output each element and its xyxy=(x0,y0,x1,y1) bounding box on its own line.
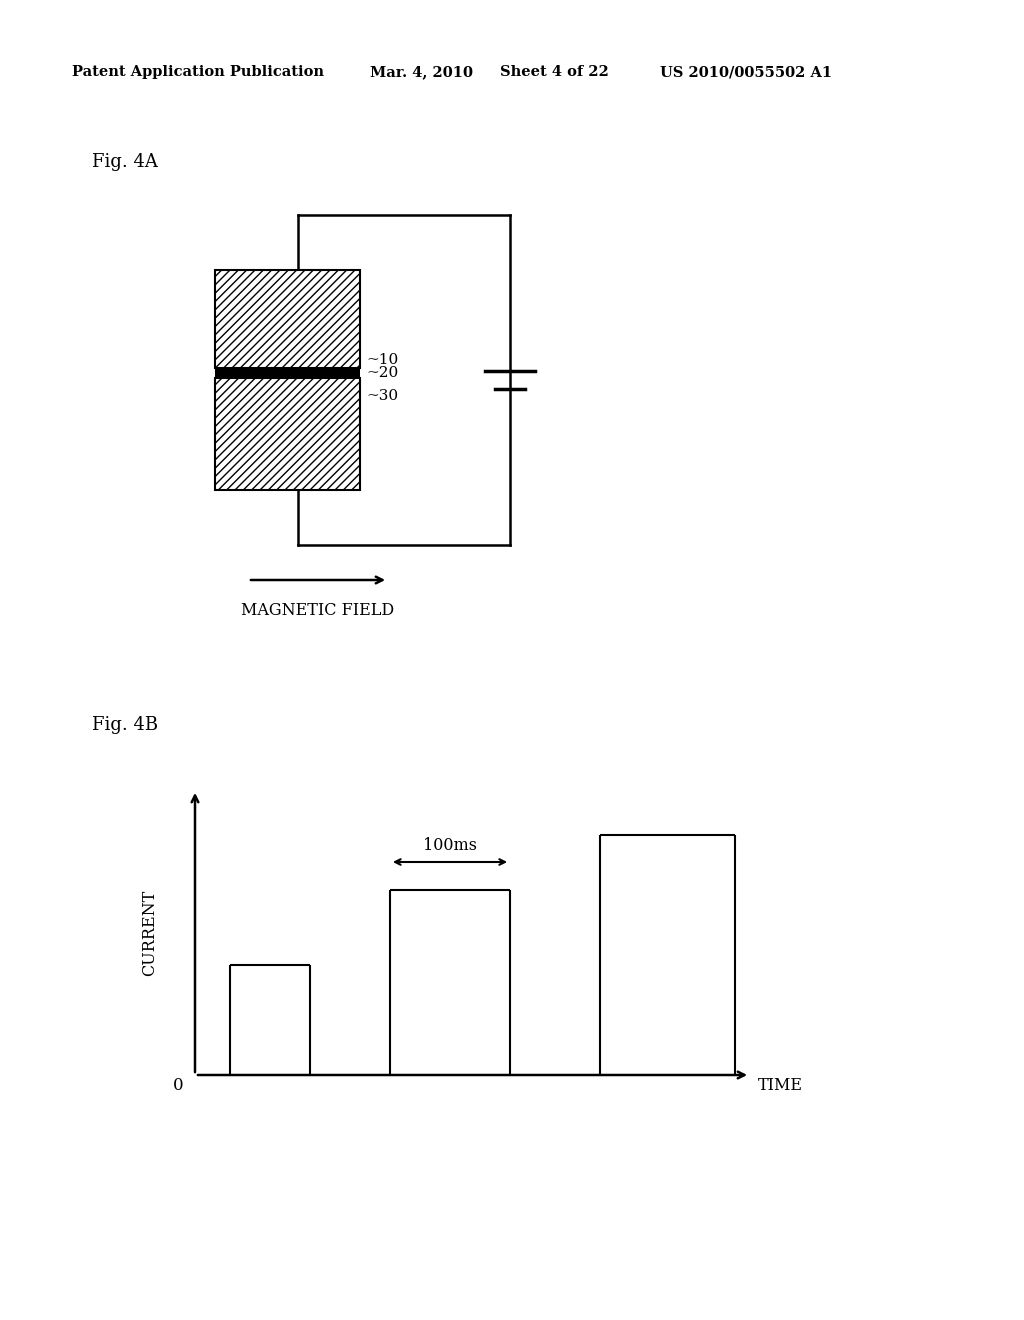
Text: MAGNETIC FIELD: MAGNETIC FIELD xyxy=(242,602,394,619)
Text: ~30: ~30 xyxy=(366,389,398,404)
Text: ~20: ~20 xyxy=(366,367,398,380)
Text: Fig. 4A: Fig. 4A xyxy=(92,153,158,172)
Bar xyxy=(215,271,360,368)
Text: Sheet 4 of 22: Sheet 4 of 22 xyxy=(500,65,609,79)
Bar xyxy=(215,379,360,490)
Text: CURRENT: CURRENT xyxy=(141,890,159,975)
Text: Patent Application Publication: Patent Application Publication xyxy=(72,65,324,79)
Text: 100ms: 100ms xyxy=(423,837,477,854)
Text: Mar. 4, 2010: Mar. 4, 2010 xyxy=(370,65,473,79)
Text: TIME: TIME xyxy=(758,1077,803,1094)
Bar xyxy=(215,379,360,490)
Text: ~10: ~10 xyxy=(366,354,398,367)
Text: 0: 0 xyxy=(172,1077,183,1094)
Bar xyxy=(215,271,360,368)
Text: US 2010/0055502 A1: US 2010/0055502 A1 xyxy=(660,65,833,79)
Bar xyxy=(215,379,360,490)
Bar xyxy=(215,368,360,379)
Text: Fig. 4B: Fig. 4B xyxy=(92,715,158,734)
Bar xyxy=(215,271,360,368)
